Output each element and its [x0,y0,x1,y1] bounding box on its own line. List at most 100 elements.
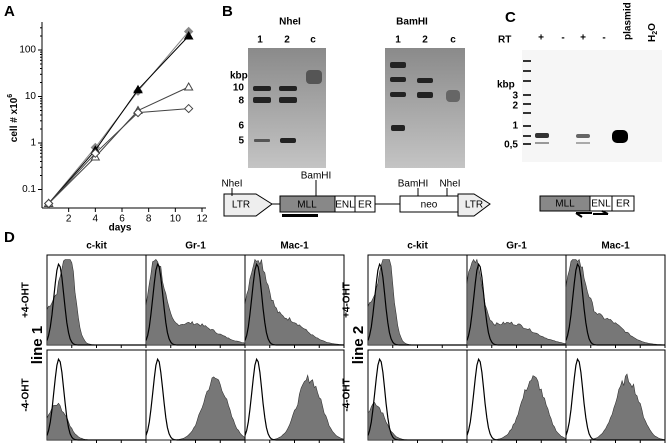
gel [248,48,326,168]
construct [223,180,491,217]
y-tick-label: 1 [30,138,36,149]
column-label: Mac-1 [601,241,630,252]
element-label: ENL [591,199,611,210]
data-point [183,81,194,91]
row-label: -4-OHT [21,378,32,411]
lane-label: H2O [647,23,659,42]
y-axis-label: cell # x106 [7,94,20,142]
y-tick-label: 10 [25,91,37,102]
element-label: MLL [555,199,575,210]
site-label: NheI [221,179,242,190]
gel-bands [253,62,460,143]
histogram-fill [467,375,567,441]
kbp-label: kbp [497,80,515,91]
element-label: ENL [335,200,355,211]
panel-label: D [4,229,15,246]
gel-bands [523,60,628,145]
size-marker: 3 [512,91,518,102]
gel-title: BamHI [396,17,428,28]
histogram-fill [245,374,345,441]
lane-label: 2 [284,35,290,46]
x-tick-label: 4 [93,214,99,225]
rt-label: RT [498,35,511,46]
size-marker: 1 [512,121,518,132]
histogram-fill [146,376,246,441]
series-line [48,108,189,204]
gel [522,50,662,162]
x-axis-label: days [109,223,132,234]
data-point [133,107,143,118]
panel-label: C [505,9,516,26]
histogram-fill [244,258,345,346]
y-label-sup: 6 [7,94,14,98]
lane-label: 1 [257,35,263,46]
x-tick-label: 8 [146,214,152,225]
series-line [48,35,190,204]
size-marker: 5 [238,136,244,147]
lane-label: 2 [422,35,428,46]
histogram-fill [145,259,246,346]
histogram-fill [565,258,666,346]
site-label: BamHI [301,171,332,182]
x-tick-label: 10 [170,214,182,225]
row-label: +4-OHT [21,282,32,318]
panel-b: B NheI BamHI 1 2 c 1 2 c kbp 10 8 6 5 Nh… [221,3,491,217]
size-marker: 0,5 [504,140,518,151]
data-point [133,84,143,94]
x-tick-label: 6 [119,214,125,225]
h2o-h: H [647,35,658,42]
element-label: LTR [232,200,250,211]
element-label: MLL [297,200,317,211]
lane-label: c [450,35,456,46]
kbp-label: kbp [230,71,248,82]
h2o-o: O [647,23,658,31]
probe [282,214,318,217]
element-label: LTR [465,200,483,211]
series-line [48,86,189,204]
column-label: Gr-1 [185,241,206,252]
row-label: +4-OHT [342,282,353,318]
histogram-fill [566,373,666,441]
lane-sign: - [602,33,605,44]
column-label: c-kit [407,241,428,252]
y-tick-label: 0.1 [22,184,36,195]
data-point [183,103,194,114]
row-label: -4-OHT [342,378,353,411]
line-label: line 1 [29,326,46,364]
element-label: ER [358,200,372,211]
element-label: neo [421,200,438,211]
panel-label: B [222,3,233,20]
lane-sign: + [538,33,544,44]
y-tick-label: 100 [19,45,36,56]
lane-label: plasmid [623,2,634,40]
panel-d: D c-kit Gr-1 Mac-1 +4-OHT -4-OHT line 1 c-kit G… [4,229,666,443]
panel-c: C RT + - + - plasmid H2O kbp 3 2 1 0,5 M… [497,2,662,218]
construct [539,195,635,218]
panel-label: A [4,3,15,20]
h2o-sub: 2 [652,31,659,35]
element-label: ER [616,199,630,210]
lane-sign: - [561,33,564,44]
gel-title: NheI [279,17,301,28]
column-label: c-kit [86,241,107,252]
line-label: line 2 [350,326,367,364]
lane-label: c [310,35,316,46]
site-label: NheI [439,179,460,190]
x-tick-label: 2 [66,214,72,225]
x-tick-label: 12 [196,214,208,225]
size-marker: 8 [238,96,244,107]
size-marker: 10 [233,83,245,94]
column-label: Mac-1 [280,241,309,252]
size-marker: 6 [238,121,244,132]
lane-sign: + [580,33,586,44]
data-point [90,148,101,159]
size-marker: 2 [512,101,518,112]
data-point [183,30,194,40]
column-label: Gr-1 [506,241,527,252]
y-label-text: cell # x10 [9,97,20,142]
data-point [43,198,54,209]
lane-label: 1 [395,35,401,46]
site-label: BamHI [398,179,429,190]
